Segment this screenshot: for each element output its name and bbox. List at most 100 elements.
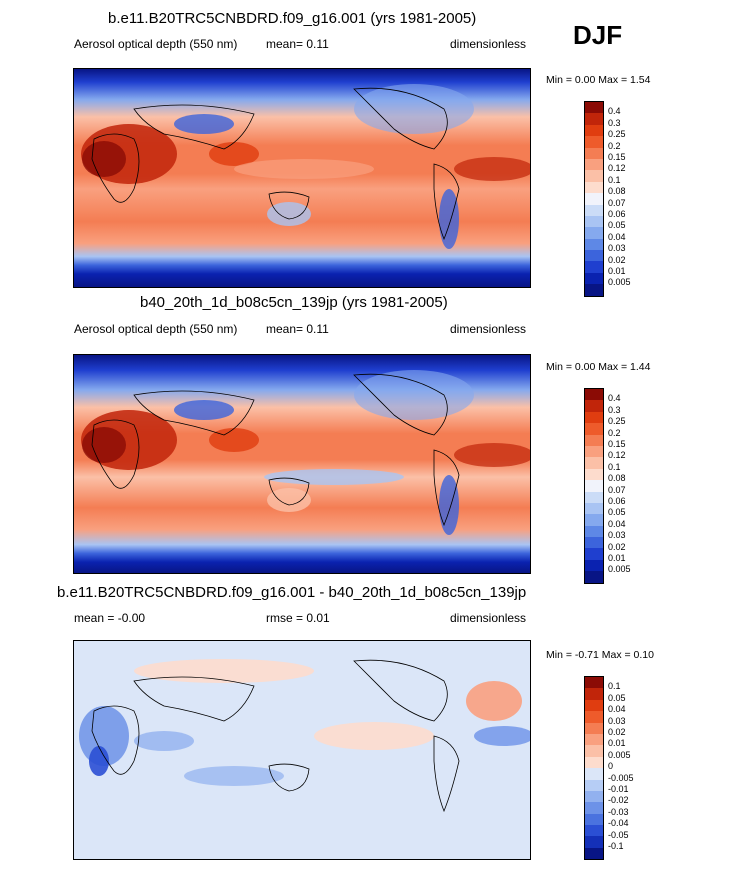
panel3-southern-negative [184, 766, 284, 786]
panel1-colorbar-swatch-13 [585, 250, 603, 262]
panel1-colorbar-tick-label: 0.04 [608, 231, 626, 242]
panel2-colorbar-swatch-12 [585, 525, 603, 538]
panel1-colorbar-tick-label: 0.08 [608, 186, 626, 197]
panel1-north-america-low [354, 84, 474, 134]
panel2-colorbar-swatch-0 [585, 389, 603, 401]
panel2-south-america-low [439, 475, 459, 535]
panel1-colorbar-tick-label: 0.005 [608, 277, 631, 288]
panel2-colorbar-tick-label: 0.06 [608, 496, 626, 506]
panel1-colorbar-tick-label: 0.1 [608, 174, 621, 185]
panel2-colorbar-tick-label: 0.04 [608, 518, 626, 529]
panel2-variable-label: Aerosol optical depth (550 nm) [74, 322, 238, 336]
panel1-colorbar-swatch-3 [585, 136, 603, 148]
panel3-mean-label: mean = -0.00 [74, 611, 146, 625]
panel3-colorbar-swatch-1 [585, 688, 603, 700]
panel1-title: b.e11.B20TRC5CNBDRD.f09_g16.001 (yrs 198… [108, 10, 477, 27]
panel3-colorbar-tick-label: 0.005 [608, 749, 631, 760]
panel1-colorbar-tick-label: 0.4 [608, 106, 621, 117]
panel3-colorbar-tick-label: 0.01 [608, 738, 626, 749]
panel1-colorbar-swatches [584, 101, 604, 297]
panel3-colorbar-swatch-11 [585, 802, 603, 814]
panel3-map [73, 640, 531, 860]
panel1-colorbar-swatch-14 [585, 261, 603, 273]
panel1-colorbar-tick-label: 0.02 [608, 254, 626, 265]
panel1-colorbar-tick-label: 0.01 [608, 266, 626, 276]
panel3-colorbar-swatch-2 [585, 699, 603, 712]
panel1-colorbar-swatch-6 [585, 170, 603, 182]
panel3-colorbar-tick-label: -0.03 [608, 806, 629, 817]
panel2-colorbar-tick-label: 0.4 [608, 393, 621, 404]
panel3-colorbar-tick-label: -0.1 [608, 841, 624, 851]
panel2-colorbar-swatch-1 [585, 400, 603, 412]
panel2-north-america-low [354, 370, 474, 420]
panel3-colorbar-tick-label: 0.03 [608, 715, 626, 726]
panel3-colorbar-tick-label: -0.04 [608, 818, 629, 829]
panel2-dust-core [82, 427, 126, 463]
panel2-tibet-low [174, 400, 234, 420]
panel3-antarctic [74, 831, 530, 859]
panel3-colorbar-tick-label: -0.01 [608, 784, 629, 794]
panel2-colorbar-tick-label: 0.3 [608, 404, 621, 415]
panel2-colorbar-swatch-15 [585, 559, 603, 572]
panel2-colorbar-tick-label: 0.1 [608, 461, 621, 472]
panel1-colorbar-swatch-7 [585, 181, 603, 194]
panel3-colorbar-swatch-3 [585, 711, 603, 723]
panel3-colorbar-tick-label: 0 [608, 761, 614, 772]
panel3-colorbar-tick-label: -0.02 [608, 795, 629, 806]
panel3-indian-negative [134, 731, 194, 751]
panel3-colorbar-tick-label: -0.05 [608, 829, 629, 840]
panel2-colorbar-swatch-3 [585, 423, 603, 435]
panel3-colorbar-tick-label: 0.05 [608, 692, 626, 703]
panel2-spcz-low [264, 469, 404, 485]
panel3-colorbar-tick-label: 0.04 [608, 704, 626, 715]
panel3-colorbar-swatch-5 [585, 733, 603, 746]
panel1-units-label: dimensionless [450, 37, 527, 51]
panel3-pacific-positive [314, 722, 434, 750]
panel1-colorbar-tick-label: 0.15 [608, 152, 626, 162]
panel1-pacific-band [234, 159, 374, 179]
panel3-title: b.e11.B20TRC5CNBDRD.f09_g16.001 - b40_20… [57, 584, 527, 601]
panel2-minmax: Min = 0.00 Max = 1.44 [546, 361, 651, 373]
panel1-colorbar-swatch-9 [585, 204, 603, 216]
panel3-africa-negative [79, 706, 129, 766]
panel2-colorbar-tick-label: 0.05 [608, 507, 626, 518]
panel2-colorbar-swatch-8 [585, 480, 603, 492]
panel2-map [73, 354, 531, 574]
season-label: DJF [573, 20, 623, 50]
panel3-colorbar-swatch-7 [585, 756, 603, 769]
panel2-atlantic-dust [454, 443, 530, 467]
panel3-colorbar-swatch-4 [585, 722, 603, 734]
panel1-colorbar-swatch-1 [585, 113, 603, 125]
panel1-colorbar-tick-label: 0.25 [608, 129, 626, 140]
panel3-colorbar-swatch-6 [585, 745, 603, 757]
panel2-colorbar-swatch-9 [585, 491, 603, 503]
panel3-equatorial-atlantic-negative [474, 726, 530, 746]
panel1-colorbar-swatch-15 [585, 272, 603, 285]
panel3-colorbar-tick-label: 0.02 [608, 727, 626, 737]
panel2-colorbar-swatch-11 [585, 514, 603, 526]
panel3-colorbar-swatch-9 [585, 779, 603, 791]
panel1-south-america-low [439, 189, 459, 249]
panel3-colorbar-tick-label: -0.005 [608, 772, 634, 783]
panel2-colorbar-tick-label: 0.2 [608, 427, 621, 438]
panel2-colorbar-tick-label: 0.25 [608, 416, 626, 427]
panel1-colorbar-swatch-0 [585, 102, 603, 114]
panel3-colorbar-swatch-12 [585, 813, 603, 826]
panel3-africa-core [89, 746, 109, 776]
panel2-colorbar-swatch-7 [585, 468, 603, 481]
panel2-colorbar-tick-label: 0.08 [608, 473, 626, 484]
panel3-minmax: Min = -0.71 Max = 0.10 [546, 649, 654, 661]
panel1-map [73, 68, 531, 288]
panel2-colorbar-tick-label: 0.12 [608, 450, 626, 461]
panel1-minmax: Min = 0.00 Max = 1.54 [546, 74, 651, 86]
panel2-colorbar-swatch-10 [585, 502, 603, 515]
panel1-colorbar-tick-label: 0.3 [608, 117, 621, 128]
panel1-colorbar-tick-label: 0.07 [608, 197, 626, 208]
panel1-colorbar-swatch-10 [585, 215, 603, 228]
panel2-east-asia-high [209, 428, 259, 452]
panel1-colorbar-tick-label: 0.03 [608, 243, 626, 254]
panel1-mean-label: mean= 0.11 [266, 37, 329, 51]
panel1-colorbar-tick-label: 0.2 [608, 140, 621, 151]
panel1-colorbar-swatch-8 [585, 193, 603, 205]
panel1-colorbar-swatch-16 [585, 284, 603, 296]
